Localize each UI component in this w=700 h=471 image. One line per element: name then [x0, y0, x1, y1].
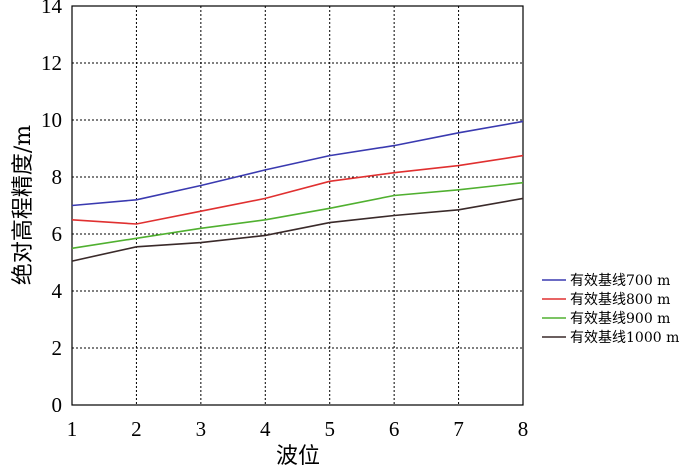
x-tick-label: 4: [260, 417, 271, 441]
x-axis-ticks: 1 2 3 4 5 6 7 8: [67, 417, 529, 441]
y-tick-label: 6: [52, 222, 63, 246]
plot-frame: [71, 5, 524, 406]
series-line-3: [71, 181, 524, 250]
y-tick-label: 10: [41, 108, 62, 132]
x-tick-label: 3: [196, 417, 207, 441]
legend: 有效基线700 m 有效基线800 m 有效基线900 m 有效基线1000 m: [542, 272, 679, 346]
x-tick-label: 5: [324, 417, 335, 441]
y-tick-label: 12: [41, 51, 62, 75]
y-axis-label: 绝对高程精度/m: [11, 125, 36, 285]
legend-label-3: 有效基线900 m: [570, 310, 670, 327]
y-tick-label: 0: [52, 393, 63, 417]
y-tick-label: 2: [52, 336, 63, 360]
y-tick-label: 4: [52, 279, 63, 303]
grid: [72, 6, 523, 405]
series-line-4: [71, 197, 524, 262]
x-tick-label: 1: [67, 417, 78, 441]
legend-label-4: 有效基线1000 m: [570, 329, 679, 346]
x-tick-label: 8: [518, 417, 529, 441]
x-tick-label: 2: [131, 417, 142, 441]
x-tick-label: 7: [453, 417, 464, 441]
series-line-1: [71, 120, 524, 207]
y-tick-label: 8: [52, 165, 63, 189]
series-lines: [71, 120, 524, 262]
x-axis-label: 波位: [276, 444, 320, 469]
y-tick-label: 14: [41, 0, 63, 18]
legend-label-1: 有效基线700 m: [570, 272, 670, 289]
y-axis-ticks: 0 2 4 6 8 10 12 14: [41, 0, 63, 417]
series-line-2: [71, 154, 524, 225]
legend-label-2: 有效基线800 m: [570, 291, 670, 308]
x-tick-label: 6: [389, 417, 400, 441]
